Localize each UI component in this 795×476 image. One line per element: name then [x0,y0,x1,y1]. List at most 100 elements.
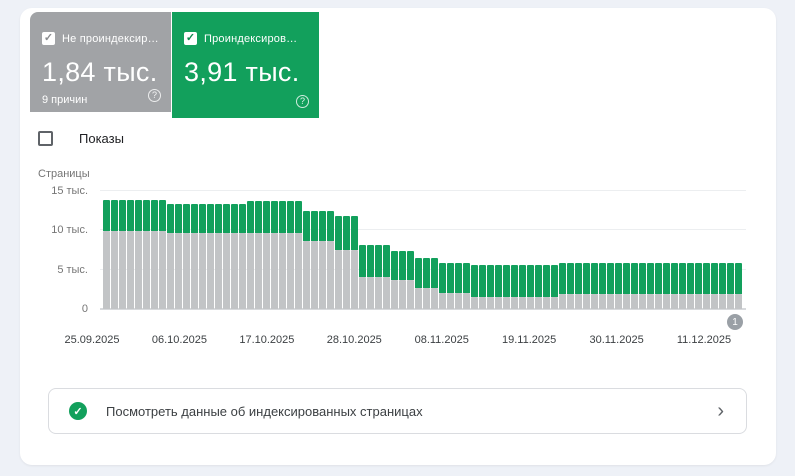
bar-segment [679,263,686,295]
bar-segment [271,201,278,234]
bar-segment [583,294,590,309]
x-tick-label: 17.10.2025 [239,334,295,346]
bar-segment [119,231,126,309]
help-icon[interactable]: ? [148,89,161,102]
bar-segment [143,231,150,309]
bar-segment [271,233,278,309]
check-circle-icon: ✓ [69,402,87,420]
indexed-label: Проиндексиров… [204,32,298,45]
x-tick-label: 11.12.2025 [676,334,732,346]
bar-segment [463,293,470,309]
bar-segment [223,233,230,309]
y-tick-label: 5 тыс. [57,263,88,276]
bar-segment [679,294,686,309]
bar-segment [383,277,390,309]
bar-segment [159,231,166,309]
bar-segment [407,250,414,281]
y-tick-label: 10 тыс. [51,224,88,237]
not-indexed-label: Не проиндексир… [62,32,159,45]
bar-segment [207,233,214,309]
x-tick-label: 08.11.2025 [414,334,469,346]
bar-segment [615,294,622,309]
indexing-chart [100,185,746,310]
card-indexed[interactable]: ✓ Проиндексиров… 3,91 тыс. ? [172,12,319,118]
bar-segment [447,293,454,309]
bar-segment [423,287,430,309]
bar-segment [255,201,262,234]
bar-segment [703,263,710,295]
indexed-checkbox-icon[interactable]: ✓ [184,32,197,45]
x-axis-line [100,308,746,310]
bar-segment [407,280,414,309]
y-tick-label: 15 тыс. [51,185,88,197]
bar-segment [311,241,318,309]
bar-segment [535,264,542,297]
bar-segment [695,263,702,295]
not-indexed-checkbox-icon[interactable]: ✓ [42,32,55,45]
x-tick-label: 19.11.2025 [502,334,557,346]
bar-segment [143,200,150,232]
bar-segment [719,294,726,309]
bar-segment [623,294,630,309]
bar-segment [103,231,110,309]
chart-bars [103,185,743,309]
bar-segment [223,204,230,234]
view-indexed-pages-button[interactable]: ✓ Посмотреть данные об индексированных с… [48,388,747,434]
bar-segment [631,294,638,309]
bar-segment [455,262,462,294]
x-tick-label: 30.11.2025 [589,334,644,346]
bar-segment [127,200,134,232]
bar-segment [199,233,206,309]
bar-segment [287,233,294,309]
bar-segment [295,233,302,309]
bar-segment [335,250,342,309]
impressions-checkbox[interactable] [38,131,53,146]
card-not-indexed[interactable]: ✓ Не проиндексир… 1,84 тыс. 9 причин ? [30,12,171,112]
bar-segment [639,263,646,295]
bar-segment [343,216,350,250]
annotation-marker[interactable]: 1 [727,314,743,330]
help-icon[interactable]: ? [296,95,309,108]
bar-segment [735,294,742,309]
bar-segment [159,200,166,232]
bar-segment [279,233,286,309]
gridline [100,190,746,191]
bar-segment [423,257,430,288]
bar-segment [463,262,470,294]
gridline [100,229,746,231]
y-tick-label: 0 [81,303,88,315]
bar-segment [247,201,254,234]
bar-segment [655,294,662,309]
bar-segment [415,257,422,288]
bar-segment [239,204,246,234]
bar-segment [367,277,374,309]
x-tick-label: 28.10.2025 [326,334,382,346]
bar-segment [527,264,534,297]
bar-segment [183,233,190,309]
bar-segment [599,263,606,295]
bar-segment [535,296,542,309]
bar-segment [215,204,222,234]
x-tick-label: 06.10.2025 [151,334,207,346]
bar-segment [391,250,398,281]
bar-segment [311,211,318,242]
bar-segment [247,233,254,309]
bar-segment [287,201,294,234]
bar-segment [559,263,566,295]
bar-segment [495,296,502,309]
bar-segment [391,280,398,309]
bar-segment [175,204,182,234]
bar-segment [319,241,326,309]
bar-segment [135,231,142,309]
bar-segment [527,296,534,309]
bar-segment [671,294,678,309]
bar-segment [175,233,182,309]
bar-segment [511,264,518,297]
bar-segment [567,263,574,295]
chevron-right-icon: › [717,400,724,422]
bar-segment [623,263,630,295]
bar-segment [719,263,726,295]
bar-segment [319,211,326,242]
bar-segment [575,294,582,309]
bar-segment [127,231,134,309]
